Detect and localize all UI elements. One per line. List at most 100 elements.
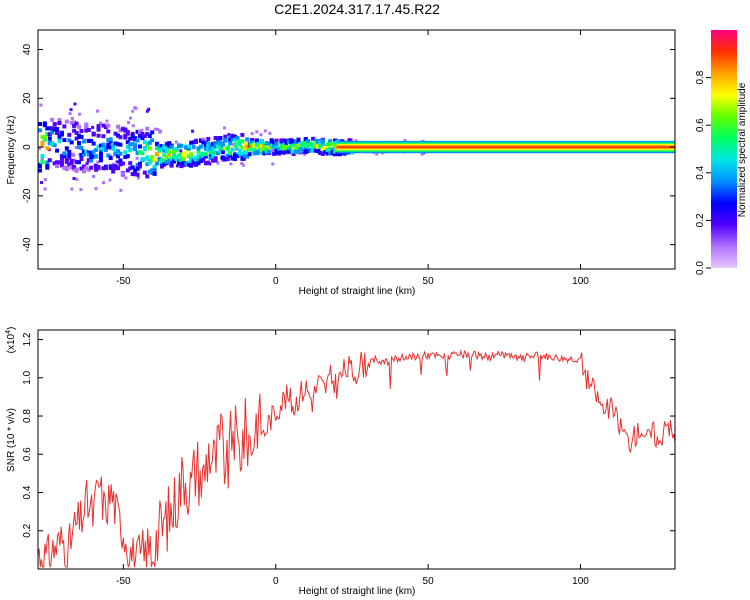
heatmap-cell xyxy=(218,142,223,147)
heatmap-cell xyxy=(169,156,174,161)
heatmap-cell xyxy=(169,163,174,168)
heatmap-cell xyxy=(281,138,286,143)
heatmap-cell xyxy=(233,137,238,142)
heatmap-cell xyxy=(315,139,320,144)
heatmap-cell xyxy=(271,162,275,166)
heatmap-cell xyxy=(40,154,45,159)
heatmap-cell xyxy=(203,142,208,147)
heatmap-cell xyxy=(77,124,82,129)
heatmap-cell xyxy=(116,149,121,154)
heatmap-cell xyxy=(220,142,225,147)
spectrogram-heatmap xyxy=(38,102,675,192)
heatmap-cell xyxy=(67,149,72,154)
heatmap-cell xyxy=(330,147,335,152)
heatmap-cell xyxy=(206,148,211,153)
heatmap-cell xyxy=(255,142,260,147)
heatmap-cell xyxy=(328,147,333,152)
heatmap-cell xyxy=(135,162,140,167)
heatmap-cell xyxy=(194,139,199,144)
heatmap-cell xyxy=(77,160,82,165)
heatmap-cell xyxy=(213,156,218,161)
heatmap-cell xyxy=(70,116,74,120)
x-tick-label: 100 xyxy=(572,576,589,587)
heatmap-cell xyxy=(228,141,233,146)
spectrogram-y-label: Frequency (Hz) xyxy=(6,116,17,185)
heatmap-cell xyxy=(189,157,194,162)
heatmap-cell xyxy=(133,168,138,173)
heatmap-cell xyxy=(142,140,147,145)
heatmap-cell xyxy=(91,125,95,129)
heatmap-cell xyxy=(221,158,225,162)
heatmap-cell xyxy=(42,137,47,142)
y-tick-label: 0.4 xyxy=(22,485,33,499)
y-tick-label: 20 xyxy=(22,92,33,104)
heatmap-cell xyxy=(108,165,113,170)
heatmap-cell xyxy=(77,141,82,146)
heatmap-cell xyxy=(157,148,162,153)
heatmap-cell xyxy=(103,148,108,153)
heatmap-cell xyxy=(223,146,228,151)
heatmap-cell xyxy=(94,167,99,172)
heatmap-cell xyxy=(119,188,123,192)
heatmap-cell xyxy=(59,161,64,166)
colorbar-tick-label: 0.8 xyxy=(695,70,706,84)
heatmap-cell xyxy=(113,141,118,146)
heatmap-cell xyxy=(86,167,91,172)
heatmap-cell xyxy=(211,153,216,158)
heatmap-cell xyxy=(38,146,42,150)
heatmap-cell xyxy=(325,148,330,153)
heatmap-cell xyxy=(272,144,277,149)
heatmap-cell xyxy=(276,151,281,156)
heatmap-band xyxy=(336,146,675,148)
spectrogram-x-label: Height of straight line (km) xyxy=(299,286,416,297)
heatmap-cell xyxy=(111,162,115,166)
snr-x-label: Height of straight line (km) xyxy=(299,586,416,597)
heatmap-cell xyxy=(128,161,133,166)
heatmap-cell xyxy=(220,148,225,153)
heatmap-cell xyxy=(186,162,191,167)
heatmap-cell xyxy=(196,161,201,166)
heatmap-cell xyxy=(162,162,167,167)
heatmap-cell xyxy=(79,129,84,134)
heatmap-cell xyxy=(116,166,121,171)
heatmap-cell xyxy=(57,134,62,139)
heatmap-cell xyxy=(145,174,150,179)
heatmap-cell xyxy=(134,106,138,110)
heatmap-cell xyxy=(72,123,77,128)
heatmap-cell xyxy=(77,133,82,138)
heatmap-cell xyxy=(262,142,267,147)
heatmap-cell xyxy=(201,155,206,160)
heatmap-cell xyxy=(191,140,196,145)
heatmap-cell xyxy=(118,151,123,156)
heatmap-cell xyxy=(147,146,152,151)
heatmap-cell xyxy=(120,127,125,132)
heatmap-cell xyxy=(191,160,196,165)
heatmap-cell xyxy=(69,158,74,163)
snr-plot-area xyxy=(38,330,675,569)
heatmap-cell xyxy=(94,164,99,169)
heatmap-cell xyxy=(162,158,167,163)
heatmap-cell xyxy=(111,142,116,147)
heatmap-cell xyxy=(303,152,307,156)
heatmap-cell xyxy=(333,144,338,149)
heatmap-cell xyxy=(113,148,118,153)
heatmap-cell xyxy=(223,126,227,130)
heatmap-cell xyxy=(223,134,228,139)
heatmap-cell xyxy=(38,163,42,168)
heatmap-cell xyxy=(81,164,86,169)
heatmap-cell xyxy=(47,132,52,137)
heatmap-cell xyxy=(67,153,72,158)
heatmap-cell xyxy=(152,157,157,162)
heatmap-cell xyxy=(318,144,323,149)
heatmap-cell xyxy=(211,158,216,163)
heatmap-cell xyxy=(311,143,316,148)
heatmap-cell xyxy=(145,162,150,167)
heatmap-cell xyxy=(140,157,145,162)
snr-scale-prefix: (x10 xyxy=(6,333,17,353)
heatmap-cell xyxy=(333,138,338,143)
heatmap-cell xyxy=(323,145,328,150)
heatmap-cell xyxy=(130,172,135,177)
heatmap-cell xyxy=(57,160,62,165)
heatmap-cell xyxy=(259,139,264,144)
heatmap-cell xyxy=(240,162,244,166)
